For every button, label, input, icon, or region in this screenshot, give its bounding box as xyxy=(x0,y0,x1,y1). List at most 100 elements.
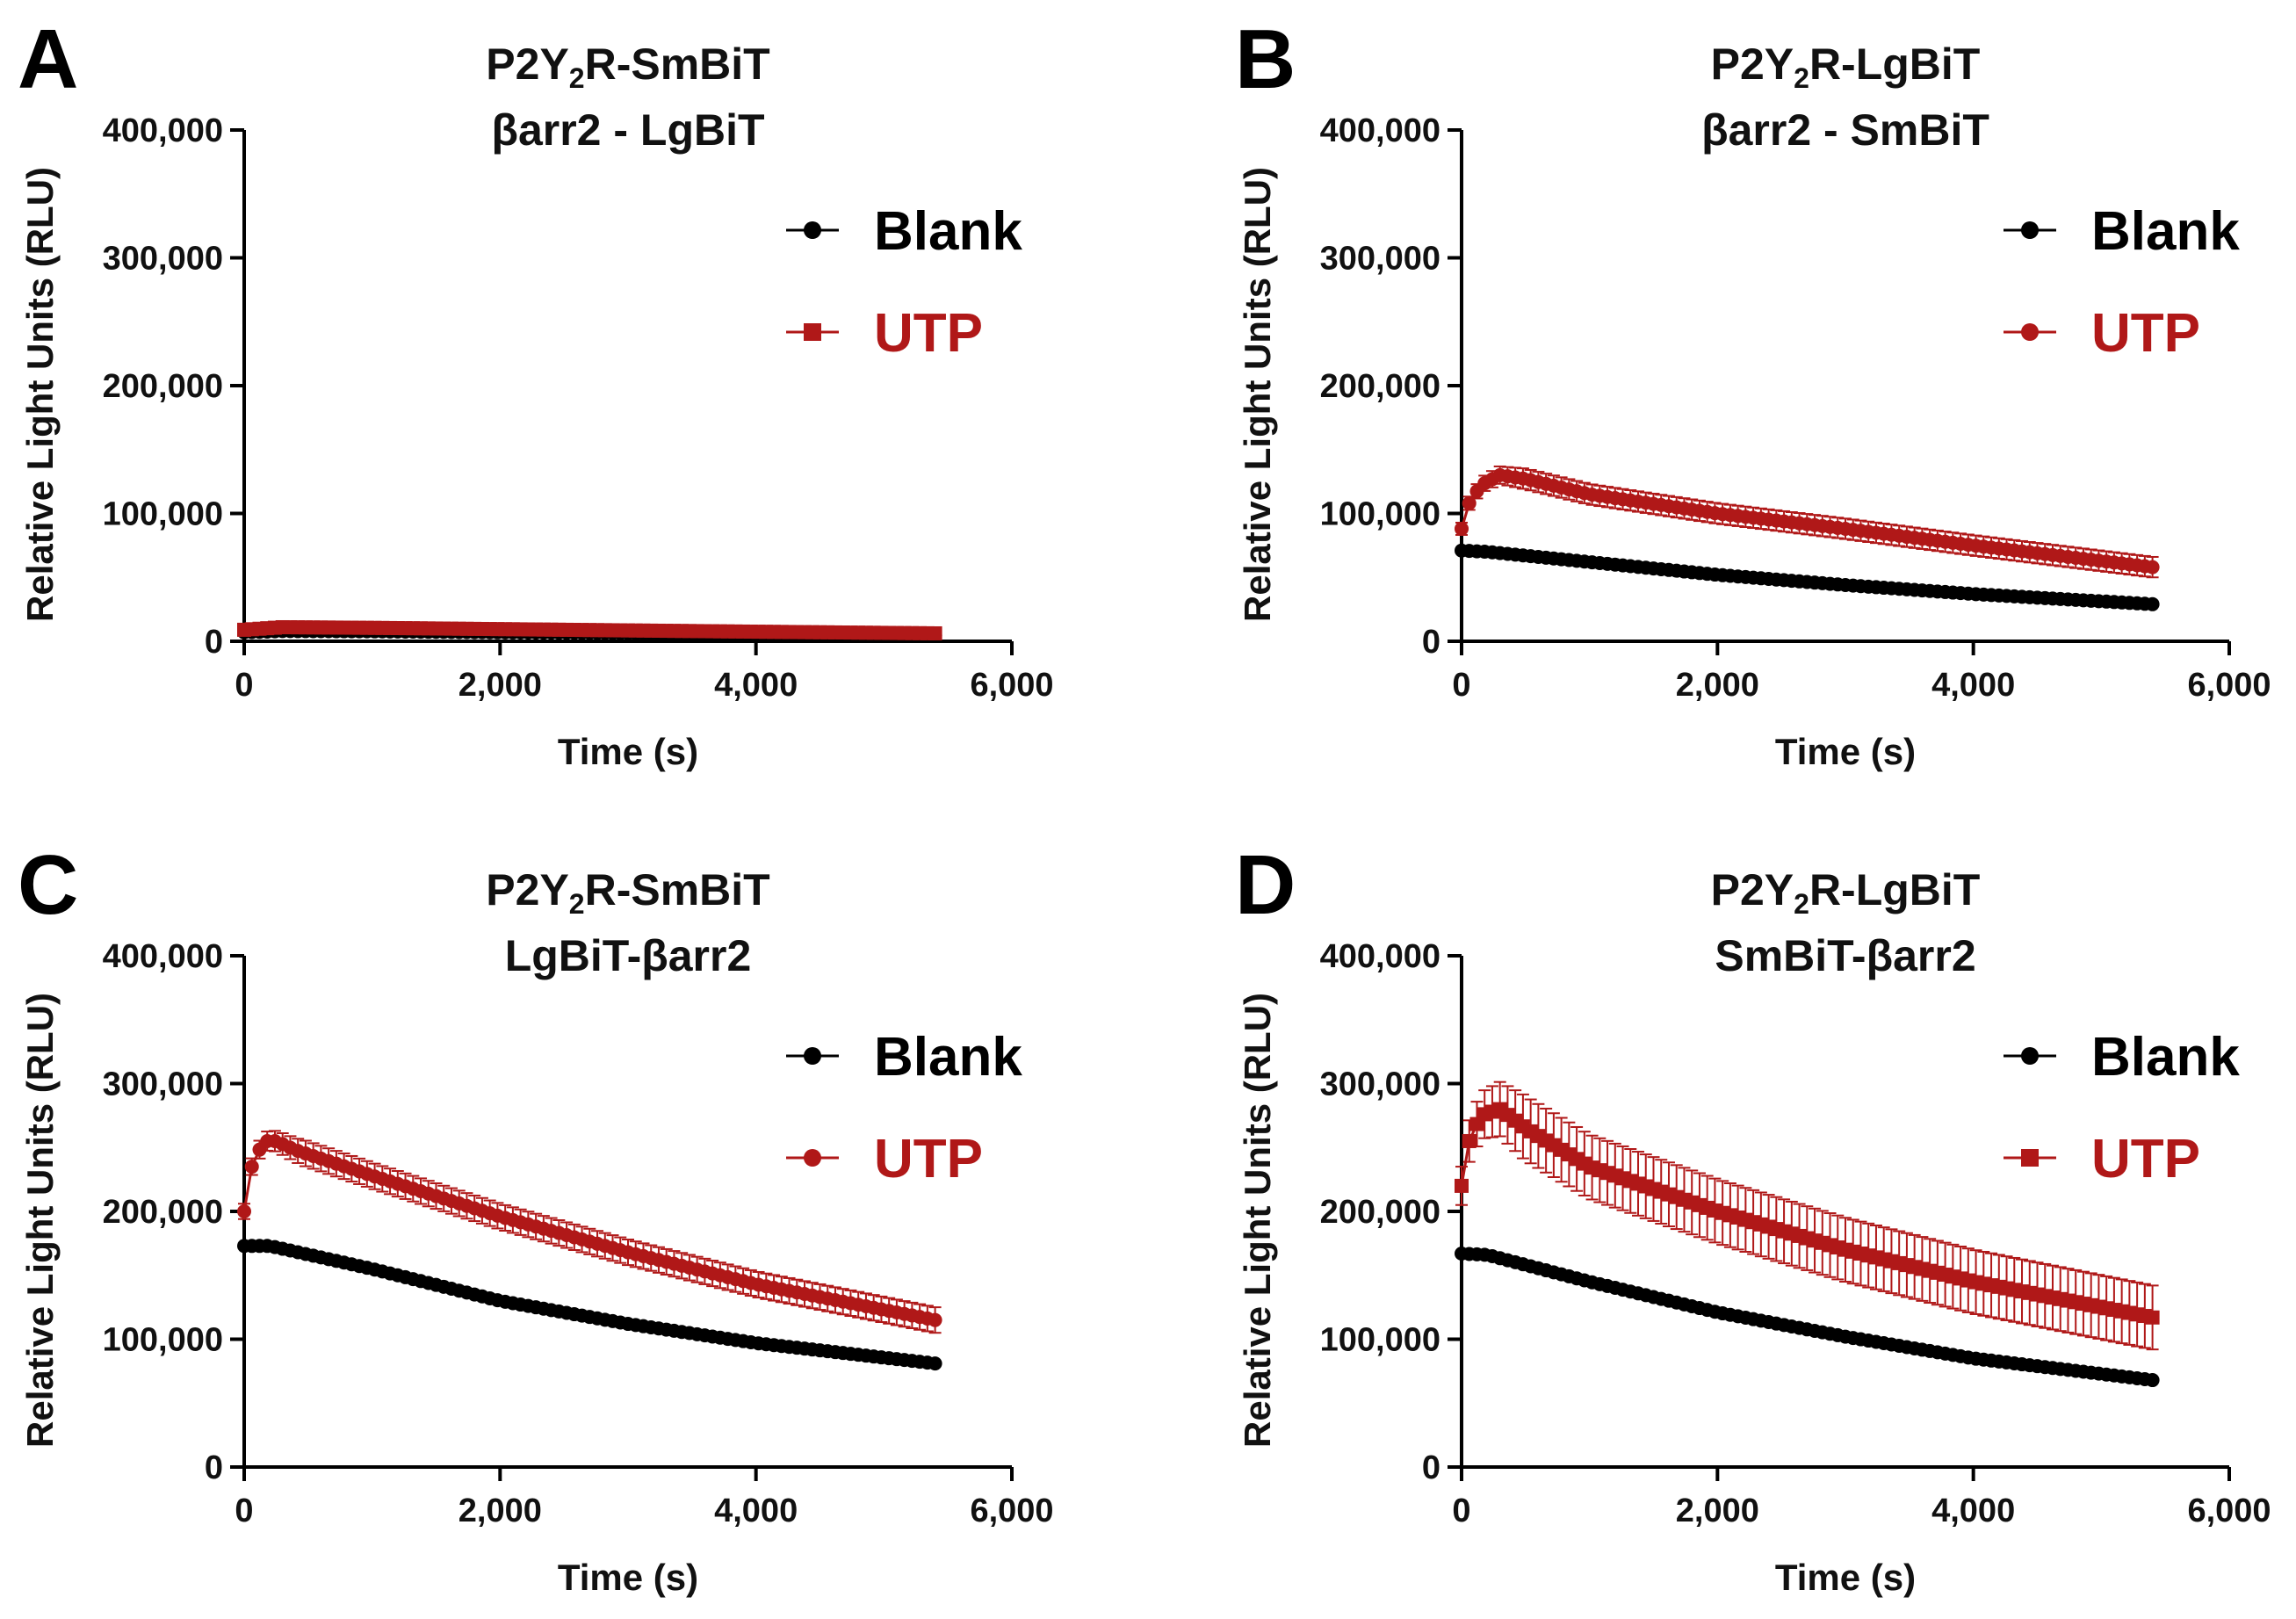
legend-marker-blank xyxy=(804,1047,821,1065)
legend-label-utp: UTP xyxy=(2091,303,2200,364)
x-tick-label: 2,000 xyxy=(1676,1493,1759,1529)
legend: Blank UTP xyxy=(786,1027,1022,1189)
series-blank xyxy=(237,1239,942,1371)
x-tick-label: 0 xyxy=(1452,1493,1470,1529)
legend-marker-blank xyxy=(804,221,821,239)
title-prefix: P2Y xyxy=(1711,865,1794,914)
panel-d: D P2Y2R-LgBiT SmBiT-βarr2 0 100,000 200,000 30… xyxy=(1235,838,2271,1598)
x-tick-label: 0 xyxy=(1452,667,1470,704)
y-tick-label: 0 xyxy=(1422,1449,1440,1486)
x-axis-title: Time (s) xyxy=(558,731,698,772)
x-tick-label: 4,000 xyxy=(714,667,798,704)
y-tick-label: 200,000 xyxy=(103,368,223,405)
legend-marker-utp xyxy=(2021,323,2039,341)
legend-label-utp: UTP xyxy=(2091,1129,2200,1189)
series-blank xyxy=(1455,1247,2160,1388)
title-subscript: 2 xyxy=(569,62,585,94)
y-tick-label: 400,000 xyxy=(1320,112,1440,149)
y-axis-title: Relative Light Units (RLU) xyxy=(1237,993,1278,1448)
x-tick-label: 2,000 xyxy=(458,667,542,704)
title-suffix: R-SmBiT xyxy=(585,865,770,914)
data-point xyxy=(2145,1310,2160,1325)
legend-marker-blank xyxy=(2021,221,2039,239)
y-tick-label: 400,000 xyxy=(103,112,223,149)
legend-label-blank: Blank xyxy=(874,201,1022,262)
chart-title-line2: βarr2 - LgBiT xyxy=(491,105,764,155)
series-utp xyxy=(237,1130,942,1334)
legend-label-blank: Blank xyxy=(2091,201,2240,262)
series-blank xyxy=(1455,543,2160,611)
chart-title-line2: LgBiT-βarr2 xyxy=(505,931,752,980)
data-point xyxy=(1462,1133,1477,1148)
data-point xyxy=(928,625,942,640)
chart-title-line2: βarr2 - SmBiT xyxy=(1701,105,1989,155)
x-axis-title: Time (s) xyxy=(1775,731,1916,772)
y-tick-label: 100,000 xyxy=(1320,1322,1440,1359)
data-point xyxy=(928,1356,942,1371)
x-axis-title: Time (s) xyxy=(558,1557,698,1598)
y-tick-label: 200,000 xyxy=(1320,368,1440,405)
title-subscript: 2 xyxy=(1794,888,1809,920)
y-tick-label: 100,000 xyxy=(103,1322,223,1359)
panel-letter: C xyxy=(18,838,78,932)
legend-label-utp: UTP xyxy=(874,303,983,364)
legend-label-utp: UTP xyxy=(874,1129,983,1189)
panel-letter: A xyxy=(18,12,78,106)
x-tick-label: 6,000 xyxy=(2187,667,2271,704)
data-point xyxy=(2145,560,2160,575)
y-tick-label: 200,000 xyxy=(1320,1194,1440,1231)
y-tick-label: 0 xyxy=(1422,624,1440,661)
panel-b: B P2Y2R-LgBiT βarr2 - SmBiT 0 100,000 200,000… xyxy=(1235,12,2271,772)
data-point xyxy=(1455,1178,1469,1193)
data-point xyxy=(928,1312,942,1327)
x-axis-title: Time (s) xyxy=(1775,1557,1916,1598)
data-point xyxy=(1455,521,1469,536)
panel-letter: B xyxy=(1235,12,1296,106)
legend: Blank UTP xyxy=(2004,1027,2240,1189)
title-prefix: P2Y xyxy=(486,865,569,914)
x-tick-label: 4,000 xyxy=(1931,1493,2015,1529)
series-utp xyxy=(1455,1081,2160,1351)
title-suffix: R-SmBiT xyxy=(585,40,770,89)
chart-title-line2: SmBiT-βarr2 xyxy=(1715,931,1975,980)
y-tick-label: 100,000 xyxy=(103,496,223,533)
title-suffix: R-LgBiT xyxy=(1809,865,1980,914)
y-axis-title: Relative Light Units (RLU) xyxy=(19,167,61,622)
series-utp xyxy=(1455,465,2160,579)
data-point xyxy=(1462,495,1477,510)
y-tick-label: 0 xyxy=(205,1449,223,1486)
x-tick-label: 0 xyxy=(235,667,253,704)
panel-c: C P2Y2R-SmBiT LgBiT-βarr2 0 100,000 200,000 30… xyxy=(18,838,1054,1598)
x-tick-label: 6,000 xyxy=(2187,1493,2271,1529)
x-tick-label: 2,000 xyxy=(1676,667,1759,704)
chart-title-line1: P2Y2R-LgBiT xyxy=(1711,40,1981,94)
legend-marker-utp xyxy=(804,1149,821,1167)
y-tick-label: 200,000 xyxy=(103,1194,223,1231)
data-point xyxy=(244,1160,259,1174)
chart-title-line1: P2Y2R-SmBiT xyxy=(486,865,769,920)
title-prefix: P2Y xyxy=(1711,40,1794,89)
x-tick-label: 6,000 xyxy=(970,1493,1053,1529)
legend-label-blank: Blank xyxy=(874,1027,1022,1088)
legend-marker-utp xyxy=(804,323,821,341)
chart-title-line1: P2Y2R-LgBiT xyxy=(1711,865,1981,920)
title-suffix: R-LgBiT xyxy=(1809,40,1980,89)
y-tick-label: 100,000 xyxy=(1320,496,1440,533)
y-tick-label: 300,000 xyxy=(1320,241,1440,278)
panel-a: A P2Y2R-SmBiT βarr2 - LgBiT 0 100,000 200,000… xyxy=(18,12,1054,772)
x-tick-label: 6,000 xyxy=(970,667,1053,704)
x-tick-label: 2,000 xyxy=(458,1493,542,1529)
title-prefix: P2Y xyxy=(486,40,569,89)
x-tick-label: 4,000 xyxy=(1931,667,2015,704)
series-utp xyxy=(237,619,942,640)
legend-label-blank: Blank xyxy=(2091,1027,2240,1088)
legend-marker-blank xyxy=(2021,1047,2039,1065)
y-tick-label: 300,000 xyxy=(1320,1066,1440,1103)
panel-letter: D xyxy=(1235,838,1296,932)
data-point xyxy=(237,1204,251,1218)
legend: Blank UTP xyxy=(2004,201,2240,364)
title-subscript: 2 xyxy=(1794,62,1809,94)
data-point xyxy=(2145,596,2160,611)
data-point xyxy=(2145,1373,2160,1388)
